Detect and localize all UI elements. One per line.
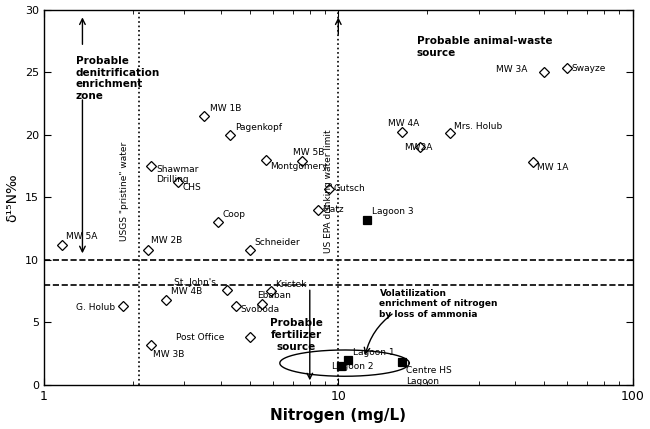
Text: MW 4A: MW 4A (389, 119, 420, 128)
Text: Swayze: Swayze (571, 64, 606, 73)
Text: Svoboda: Svoboda (240, 305, 280, 314)
Text: MW 3A: MW 3A (496, 65, 528, 74)
Text: Probable animal-waste
source: Probable animal-waste source (417, 36, 552, 58)
Text: MW 2B: MW 2B (151, 236, 182, 245)
Text: Montgomery: Montgomery (270, 161, 327, 170)
Text: Kristek: Kristek (275, 280, 307, 289)
Text: MW 1B: MW 1B (209, 104, 241, 113)
Text: Pagenkopf: Pagenkopf (235, 123, 282, 132)
Text: Post Office: Post Office (176, 333, 224, 342)
Text: MW 5B: MW 5B (292, 148, 324, 157)
Text: Lagoon 2: Lagoon 2 (332, 362, 373, 371)
Text: Gutsch: Gutsch (333, 184, 365, 193)
Text: Probable
denitrification
enrichment
zone: Probable denitrification enrichment zone (75, 56, 160, 101)
Text: Centre HS
Lagoon: Centre HS Lagoon (406, 366, 452, 386)
Text: Schneider: Schneider (255, 239, 300, 248)
Text: Ebaban: Ebaban (257, 291, 291, 300)
Text: Volatilization
enrichment of nitrogen
by loss of ammonia: Volatilization enrichment of nitrogen by… (380, 289, 498, 319)
Text: G. Holub: G. Holub (77, 303, 116, 312)
Text: Matz: Matz (322, 205, 344, 214)
Text: Mrs. Holub: Mrs. Holub (454, 122, 502, 131)
X-axis label: Nitrogen (mg/L): Nitrogen (mg/L) (270, 408, 406, 423)
Text: Coop: Coop (223, 210, 246, 218)
Text: St. John's: St. John's (174, 278, 216, 287)
Text: Shawmar
Drilling: Shawmar Drilling (156, 165, 198, 184)
Text: MW2A: MW2A (404, 143, 433, 152)
Text: MW 5A: MW 5A (66, 232, 98, 241)
Y-axis label: δ¹⁵N‰: δ¹⁵N‰ (6, 173, 20, 222)
Text: MW 1A: MW 1A (538, 163, 569, 172)
Text: US EPA drinking water limit: US EPA drinking water limit (324, 129, 333, 253)
Text: MW 3B: MW 3B (153, 350, 185, 359)
Text: Lagoon 1: Lagoon 1 (353, 348, 395, 357)
Text: MW 4B: MW 4B (171, 287, 202, 296)
Text: Probable
fertilizer
source: Probable fertilizer source (270, 318, 323, 351)
Text: USGS "pristine" water: USGS "pristine" water (120, 142, 129, 241)
Text: CHS: CHS (182, 183, 201, 192)
Text: Lagoon 3: Lagoon 3 (372, 207, 413, 216)
